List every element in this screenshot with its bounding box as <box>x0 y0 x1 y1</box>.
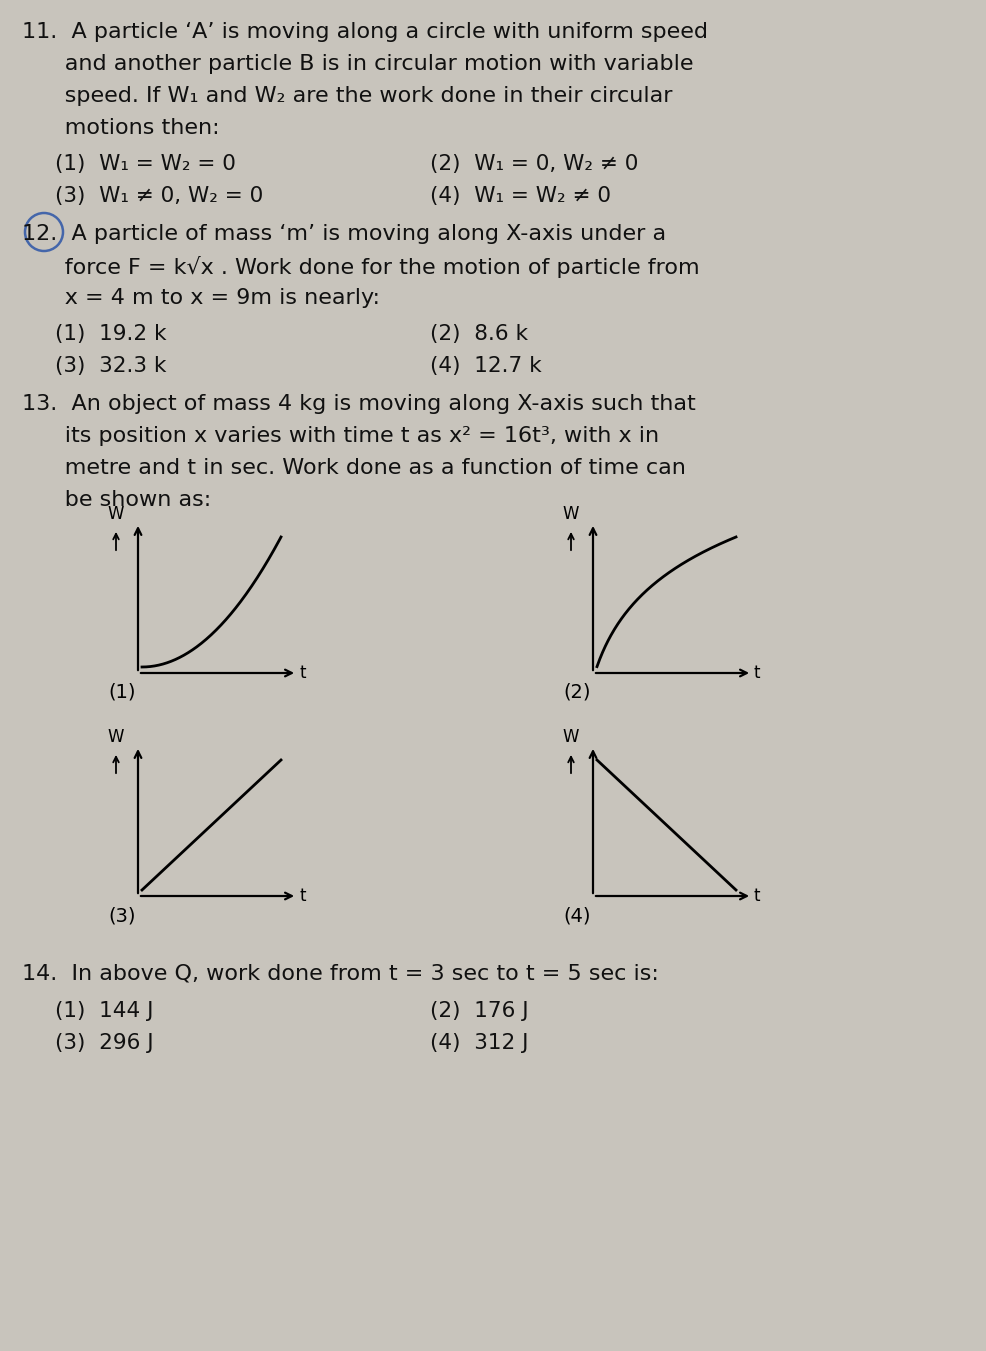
Text: (2)  8.6 k: (2) 8.6 k <box>430 324 528 345</box>
Text: (4): (4) <box>563 907 591 925</box>
Text: (1)  19.2 k: (1) 19.2 k <box>55 324 167 345</box>
Text: t: t <box>299 663 306 682</box>
Text: 11.  A particle ‘A’ is moving along a circle with uniform speed: 11. A particle ‘A’ is moving along a cir… <box>22 22 708 42</box>
Text: be shown as:: be shown as: <box>22 490 211 509</box>
Text: (4)  12.7 k: (4) 12.7 k <box>430 357 541 376</box>
Text: (1): (1) <box>108 684 135 703</box>
Text: its position x varies with time t as x² = 16t³, with x in: its position x varies with time t as x² … <box>22 426 659 446</box>
Text: (3)  296 J: (3) 296 J <box>55 1034 154 1052</box>
Text: t: t <box>754 663 760 682</box>
Text: 13.  An object of mass 4 kg is moving along X-axis such that: 13. An object of mass 4 kg is moving alo… <box>22 394 696 413</box>
Text: and another particle B is in circular motion with variable: and another particle B is in circular mo… <box>22 54 693 74</box>
Text: (4)  W₁ = W₂ ≠ 0: (4) W₁ = W₂ ≠ 0 <box>430 186 611 205</box>
Text: (2)  W₁ = 0, W₂ ≠ 0: (2) W₁ = 0, W₂ ≠ 0 <box>430 154 638 174</box>
Text: metre and t in sec. Work done as a function of time can: metre and t in sec. Work done as a funct… <box>22 458 686 478</box>
Text: (3)  32.3 k: (3) 32.3 k <box>55 357 167 376</box>
Text: (3): (3) <box>108 907 135 925</box>
Text: W: W <box>563 728 579 746</box>
Text: W: W <box>563 505 579 523</box>
Text: (2)  176 J: (2) 176 J <box>430 1001 528 1021</box>
Text: W: W <box>107 728 124 746</box>
Text: 12.  A particle of mass ‘m’ is moving along X-axis under a: 12. A particle of mass ‘m’ is moving alo… <box>22 224 667 245</box>
Text: force F = k√x . Work done for the motion of particle from: force F = k√x . Work done for the motion… <box>22 255 700 278</box>
Text: (1)  W₁ = W₂ = 0: (1) W₁ = W₂ = 0 <box>55 154 236 174</box>
Text: (4)  312 J: (4) 312 J <box>430 1034 528 1052</box>
Text: t: t <box>299 888 306 905</box>
Text: x = 4 m to x = 9m is nearly:: x = 4 m to x = 9m is nearly: <box>22 288 380 308</box>
Text: (1)  144 J: (1) 144 J <box>55 1001 154 1021</box>
Text: motions then:: motions then: <box>22 118 220 138</box>
Text: 14.  In above Q, work done from t = 3 sec to t = 5 sec is:: 14. In above Q, work done from t = 3 sec… <box>22 963 659 984</box>
Text: speed. If W₁ and W₂ are the work done in their circular: speed. If W₁ and W₂ are the work done in… <box>22 86 672 105</box>
Text: (2): (2) <box>563 684 591 703</box>
Text: t: t <box>754 888 760 905</box>
Text: (3)  W₁ ≠ 0, W₂ = 0: (3) W₁ ≠ 0, W₂ = 0 <box>55 186 263 205</box>
Text: W: W <box>107 505 124 523</box>
